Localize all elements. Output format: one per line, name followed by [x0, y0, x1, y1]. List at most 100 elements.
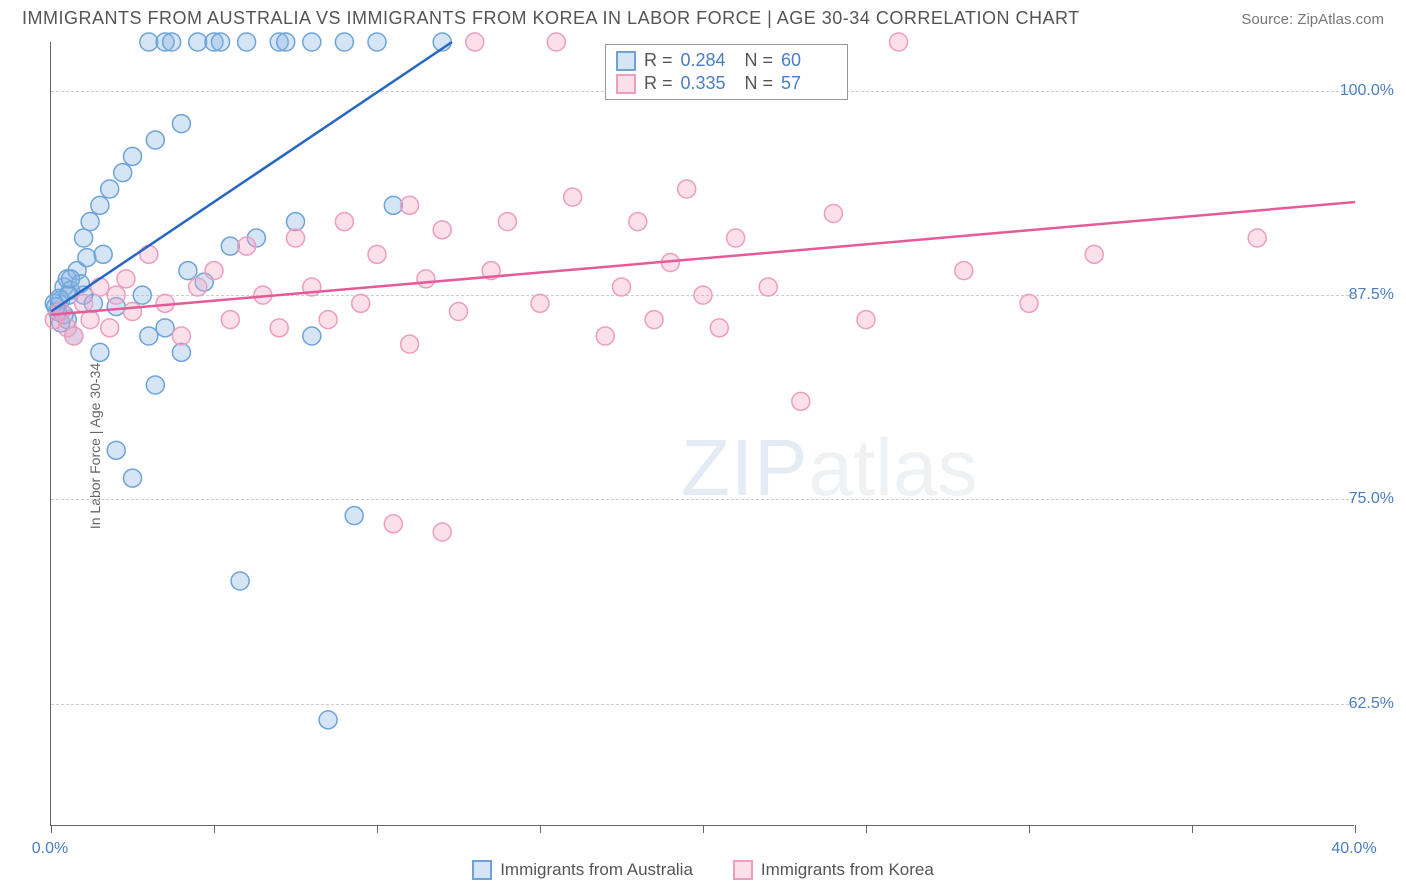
scatter-point — [62, 270, 80, 288]
scatter-point — [101, 319, 119, 337]
scatter-point — [146, 376, 164, 394]
legend-swatch — [733, 860, 753, 880]
scatter-point — [172, 115, 190, 133]
chart-svg — [51, 42, 1355, 826]
source-attribution: Source: ZipAtlas.com — [1241, 11, 1384, 28]
legend-swatch — [472, 860, 492, 880]
scatter-point — [792, 392, 810, 410]
scatter-point — [1020, 294, 1038, 312]
scatter-point — [613, 278, 631, 296]
scatter-point — [156, 319, 174, 337]
scatter-point — [433, 221, 451, 239]
x-tick-label: 40.0% — [1331, 840, 1376, 858]
x-tick — [1355, 825, 1356, 833]
scatter-point — [81, 213, 99, 231]
x-tick — [377, 825, 378, 833]
scatter-point — [91, 196, 109, 214]
scatter-point — [629, 213, 647, 231]
y-tick-label: 87.5% — [1349, 286, 1394, 304]
stats-row: R = 0.284 N = 60 — [616, 49, 837, 72]
scatter-point — [564, 188, 582, 206]
source-prefix: Source: — [1241, 11, 1297, 28]
scatter-point — [140, 327, 158, 345]
scatter-point — [890, 33, 908, 51]
scatter-point — [955, 262, 973, 280]
legend-item: Immigrants from Australia — [472, 860, 693, 880]
x-tick — [866, 825, 867, 833]
scatter-point — [140, 33, 158, 51]
scatter-point — [101, 180, 119, 198]
scatter-point — [531, 294, 549, 312]
scatter-point — [319, 711, 337, 729]
scatter-point — [450, 303, 468, 321]
scatter-point — [335, 33, 353, 51]
scatter-point — [221, 237, 239, 255]
scatter-point — [547, 33, 565, 51]
scatter-point — [75, 229, 93, 247]
scatter-point — [401, 335, 419, 353]
n-label: N = — [745, 50, 774, 71]
scatter-point — [117, 270, 135, 288]
scatter-point — [75, 294, 93, 312]
scatter-point — [335, 213, 353, 231]
x-tick — [51, 825, 52, 833]
correlation-stats-box: R =0.284N =60R =0.335N =57 — [605, 44, 848, 100]
r-value: 0.335 — [681, 73, 737, 94]
scatter-point — [172, 327, 190, 345]
scatter-point — [368, 245, 386, 263]
scatter-point — [277, 33, 295, 51]
legend-label: Immigrants from Australia — [500, 860, 693, 880]
x-tick — [1029, 825, 1030, 833]
series-swatch — [616, 51, 636, 71]
scatter-point — [433, 523, 451, 541]
scatter-point — [1248, 229, 1266, 247]
scatter-point — [146, 131, 164, 149]
scatter-point — [205, 262, 223, 280]
scatter-point — [124, 303, 142, 321]
scatter-point — [94, 245, 112, 263]
scatter-point — [133, 286, 151, 304]
source-name: ZipAtlas.com — [1297, 11, 1384, 28]
x-tick — [214, 825, 215, 833]
scatter-point — [163, 33, 181, 51]
scatter-point — [466, 33, 484, 51]
series-swatch — [616, 74, 636, 94]
r-label: R = — [644, 73, 673, 94]
scatter-point — [107, 286, 125, 304]
n-label: N = — [745, 73, 774, 94]
n-value: 60 — [781, 50, 837, 71]
scatter-point — [303, 33, 321, 51]
scatter-point — [114, 164, 132, 182]
scatter-point — [91, 343, 109, 361]
legend-label: Immigrants from Korea — [761, 860, 934, 880]
scatter-point — [270, 319, 288, 337]
scatter-point — [179, 262, 197, 280]
scatter-point — [91, 278, 109, 296]
scatter-point — [857, 311, 875, 329]
trend-line — [51, 42, 452, 312]
scatter-point — [303, 327, 321, 345]
scatter-point — [710, 319, 728, 337]
scatter-point — [694, 286, 712, 304]
scatter-point — [384, 515, 402, 533]
scatter-point — [65, 327, 83, 345]
bottom-legend: Immigrants from Australia Immigrants from… — [0, 860, 1406, 880]
scatter-point — [189, 33, 207, 51]
scatter-point — [140, 245, 158, 263]
scatter-point — [352, 294, 370, 312]
legend-item: Immigrants from Korea — [733, 860, 934, 880]
x-tick — [1192, 825, 1193, 833]
r-value: 0.284 — [681, 50, 737, 71]
scatter-point — [1085, 245, 1103, 263]
scatter-point — [596, 327, 614, 345]
x-tick-label: 0.0% — [32, 840, 68, 858]
chart-title: IMMIGRANTS FROM AUSTRALIA VS IMMIGRANTS … — [22, 8, 1080, 29]
r-label: R = — [644, 50, 673, 71]
y-tick-label: 100.0% — [1340, 82, 1394, 100]
scatter-point — [759, 278, 777, 296]
scatter-point — [81, 311, 99, 329]
scatter-point — [645, 311, 663, 329]
y-tick-label: 62.5% — [1349, 695, 1394, 713]
chart-plot-area: ZIPatlas — [50, 42, 1354, 826]
scatter-point — [124, 147, 142, 165]
